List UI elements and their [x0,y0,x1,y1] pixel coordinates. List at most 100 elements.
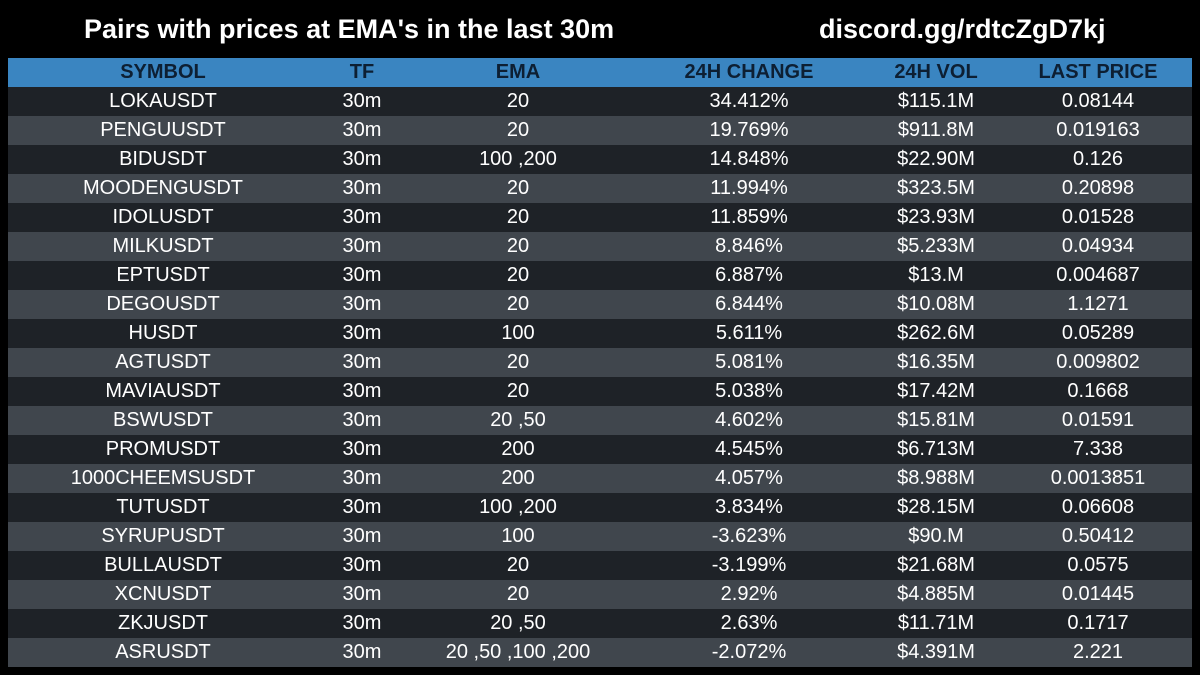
cell-tf: 30m [342,467,382,489]
cell-24h-change: 4.545% [715,438,783,460]
cell-last-price: 2.221 [1072,641,1124,663]
cell-last-price: 0.04934 [1061,235,1135,257]
pairs-table: SYMBOL TF EMA 24H CHANGE 24H VOL LAST PR… [8,58,1192,667]
cell-tf: 30m [342,119,382,141]
cell-tf: 30m [342,409,382,431]
cell-24h-change: 3.834% [715,496,783,518]
table-row: TUTUSDT 30m 100 ,200 3.834% $28.15M 0.06608 [8,493,1192,522]
cell-24h-vol: $5.233M [897,235,975,257]
cell-last-price: 0.009802 [1056,351,1140,373]
cell-24h-vol: $11.71M [897,612,975,634]
cell-tf: 30m [342,177,382,199]
cell-symbol: HUSDT [128,322,198,344]
cell-ema: 20 ,50 [490,409,546,431]
table-row: ZKJUSDT 30m 20 ,50 2.63% $11.71M 0.1717 [8,609,1192,638]
cell-last-price: 0.01528 [1061,206,1135,228]
cell-24h-vol: $323.5M [897,177,975,199]
cell-24h-change: -3.199% [711,554,787,576]
cell-last-price: 7.338 [1072,438,1124,460]
column-header-24h-vol: 24H VOL [894,61,978,83]
cell-ema: 20 [506,235,530,257]
cell-24h-vol: $8.988M [897,467,975,489]
cell-24h-vol: $115.1M [897,90,975,112]
table-row: 1000CHEEMSUSDT 30m 200 4.057% $8.988M 0.00138… [8,464,1192,493]
cell-last-price: 0.1717 [1067,612,1129,634]
cell-24h-change: 5.038% [715,380,783,402]
cell-tf: 30m [342,148,382,170]
column-header-24h-change: 24H CHANGE [684,61,814,83]
cell-tf: 30m [342,380,382,402]
cell-last-price: 0.126 [1072,148,1124,170]
cell-last-price: 0.019163 [1056,119,1140,141]
cell-last-price: 0.01445 [1061,583,1135,605]
cell-ema: 200 [501,438,535,460]
cell-symbol: LOKAUSDT [109,90,217,112]
cell-symbol: IDOLUSDT [112,206,214,228]
table-row: MOODENGUSDT 30m 20 11.994% $323.5M 0.20898 [8,174,1192,203]
cell-symbol: ASRUSDT [115,641,211,663]
table-row: BULLAUSDT 30m 20 -3.199% $21.68M 0.0575 [8,551,1192,580]
cell-24h-change: 11.859% [710,206,788,228]
cell-symbol: BULLAUSDT [104,554,222,576]
cell-symbol: TUTUSDT [116,496,210,518]
table-row: MAVIAUSDT 30m 20 5.038% $17.42M 0.1668 [8,377,1192,406]
cell-24h-vol: $28.15M [897,496,975,518]
table-row: DEGOUSDT 30m 20 6.844% $10.08M 1.1271 [8,290,1192,319]
cell-ema: 20 [506,380,530,402]
cell-24h-change: -2.072% [711,641,787,663]
table-row: EPTUSDT 30m 20 6.887% $13.M 0.004687 [8,261,1192,290]
cell-symbol: 1000CHEEMSUSDT [70,467,256,489]
column-header-symbol: SYMBOL [120,61,206,83]
cell-24h-change: 4.057% [715,467,783,489]
header: Pairs with prices at EMA's in the last 3… [0,0,1200,58]
cell-tf: 30m [342,322,382,344]
cell-ema: 200 [501,467,535,489]
cell-24h-vol: $23.93M [897,206,975,228]
cell-24h-change: 5.611% [715,322,783,344]
cell-symbol: BIDUSDT [119,148,207,170]
cell-24h-vol: $4.885M [897,583,975,605]
table-row: IDOLUSDT 30m 20 11.859% $23.93M 0.01528 [8,203,1192,232]
table-row: ASRUSDT 30m 20 ,50 ,100 ,200 -2.072% $4.391M… [8,638,1192,667]
cell-symbol: ZKJUSDT [118,612,208,634]
cell-tf: 30m [342,351,382,373]
cell-last-price: 0.0013851 [1050,467,1146,489]
cell-24h-vol: $10.08M [897,293,975,315]
cell-24h-vol: $22.90M [897,148,975,170]
cell-tf: 30m [342,235,382,257]
cell-24h-change: 11.994% [710,177,788,199]
column-header-tf: TF [349,61,375,83]
cell-last-price: 0.004687 [1056,264,1140,286]
cell-ema: 20 [506,351,530,373]
cell-ema: 100 [501,322,535,344]
cell-tf: 30m [342,293,382,315]
cell-24h-change: -3.623% [711,525,787,547]
cell-24h-change: 19.769% [709,119,789,141]
cell-24h-change: 2.63% [720,612,778,634]
table-row: BSWUSDT 30m 20 ,50 4.602% $15.81M 0.01591 [8,406,1192,435]
column-header-ema: EMA [495,61,541,83]
cell-24h-vol: $4.391M [897,641,975,663]
cell-ema: 100 ,200 [479,496,557,518]
cell-symbol: DEGOUSDT [106,293,220,315]
cell-24h-change: 4.602% [715,409,783,431]
cell-tf: 30m [342,641,382,663]
cell-last-price: 0.08144 [1061,90,1135,112]
cell-symbol: MOODENGUSDT [83,177,243,199]
discord-link[interactable]: discord.gg/rdtcZgD7kj [819,14,1106,44]
cell-tf: 30m [342,264,382,286]
cell-symbol: MILKUSDT [112,235,214,257]
cell-ema: 20 [506,554,530,576]
cell-tf: 30m [342,554,382,576]
table-row: HUSDT 30m 100 5.611% $262.6M 0.05289 [8,319,1192,348]
cell-last-price: 0.0575 [1067,554,1129,576]
cell-symbol: PENGUUSDT [100,119,226,141]
table-row: SYRUPUSDT 30m 100 -3.623% $90.M 0.50412 [8,522,1192,551]
cell-symbol: AGTUSDT [115,351,211,373]
cell-tf: 30m [342,206,382,228]
cell-24h-vol: $6.713M [897,438,975,460]
cell-ema: 20 [506,119,530,141]
cell-tf: 30m [342,612,382,634]
cell-tf: 30m [342,438,382,460]
table-row: PROMUSDT 30m 200 4.545% $6.713M 7.338 [8,435,1192,464]
